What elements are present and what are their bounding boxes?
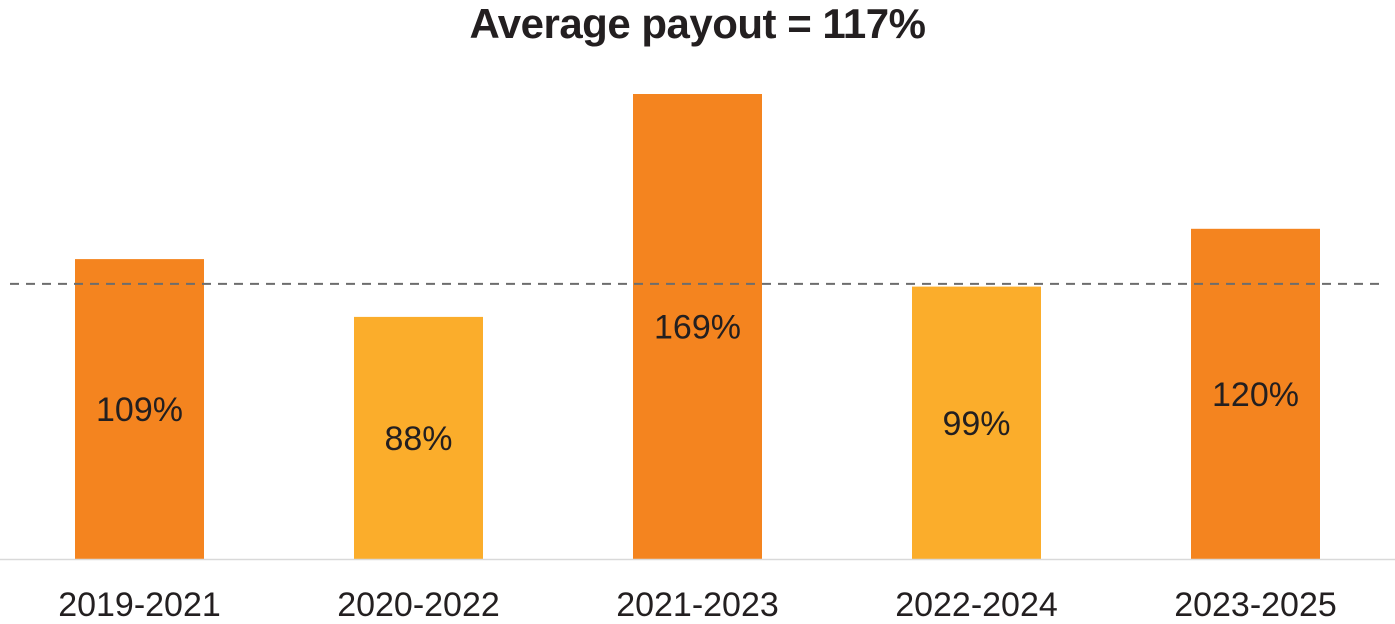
x-tick-label: 2020-2022	[337, 586, 500, 624]
bar-value-label: 120%	[1212, 376, 1299, 414]
x-tick-label: 2021-2023	[616, 586, 779, 624]
x-tick-label: 2022-2024	[895, 586, 1058, 624]
bar-2021-2023	[633, 94, 762, 559]
bar-2019-2021	[75, 259, 204, 559]
x-tick-label: 2023-2025	[1174, 586, 1337, 624]
bar-value-label: 99%	[942, 405, 1010, 443]
bar-value-label: 169%	[654, 309, 741, 347]
bar-2020-2022	[354, 316, 483, 559]
x-tick-label: 2019-2021	[58, 586, 221, 624]
chart-title: Average payout = 117%	[469, 0, 926, 47]
bar-value-label: 109%	[96, 391, 183, 429]
bar-2022-2024	[912, 286, 1041, 559]
bar-value-label: 88%	[384, 420, 452, 458]
